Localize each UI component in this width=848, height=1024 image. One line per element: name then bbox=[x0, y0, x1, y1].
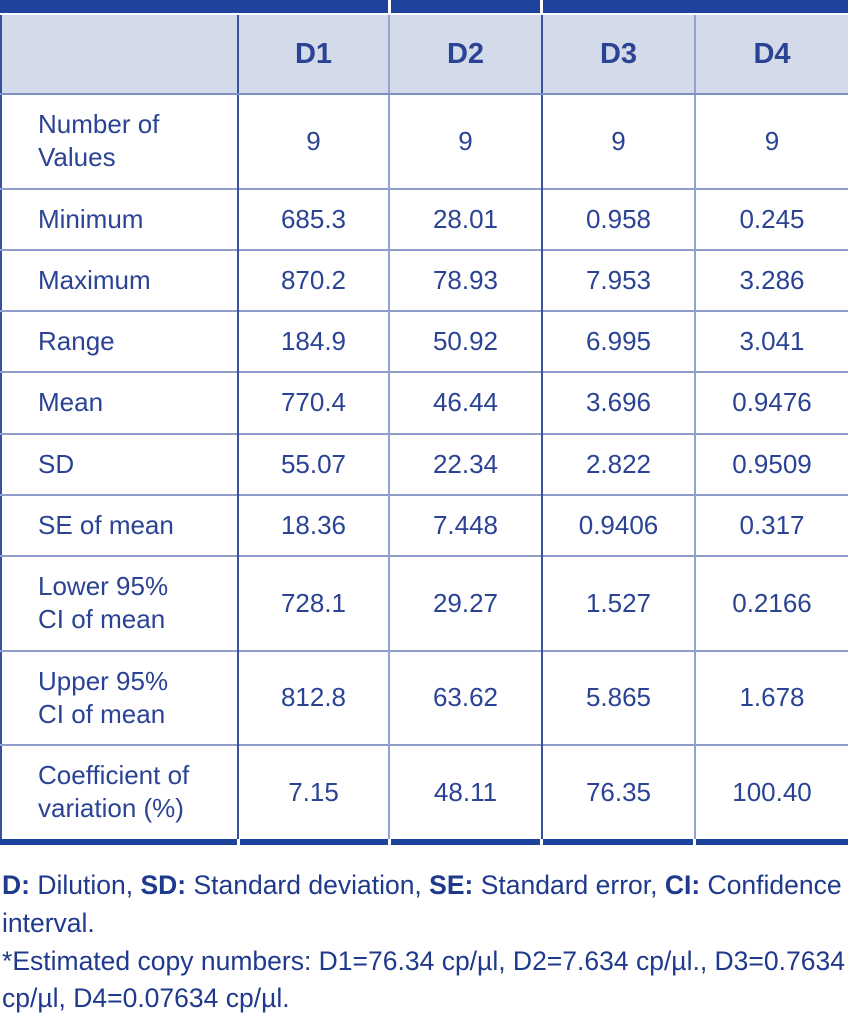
table-row: Range 184.9 50.92 6.995 3.041 bbox=[1, 310, 848, 373]
cell-value: 78.93 bbox=[388, 248, 542, 312]
table-header-row: D1 D2 D3 D4 bbox=[1, 15, 848, 95]
abbreviation-key: D: bbox=[2, 869, 30, 900]
table-row: Mean 770.4 46.44 3.696 0.9476 bbox=[1, 371, 848, 434]
row-label: Maximum bbox=[1, 248, 238, 312]
table-row: Maximum 870.2 78.93 7.953 3.286 bbox=[1, 248, 848, 312]
table-bottom-border bbox=[0, 838, 848, 845]
cell-value: 685.3 bbox=[237, 187, 389, 250]
top-border-gap bbox=[388, 0, 391, 13]
cell-value: 50.92 bbox=[388, 310, 542, 373]
cell-value: 0.9406 bbox=[541, 493, 695, 557]
row-label: SE of mean bbox=[1, 493, 238, 557]
cell-value: 7.953 bbox=[541, 248, 695, 312]
statistics-table: D1 D2 D3 D4 Number of Values 9 9 9 9 Minimum 685.… bbox=[0, 15, 848, 839]
cell-value: 46.44 bbox=[388, 371, 542, 434]
cell-value: 0.317 bbox=[694, 493, 848, 557]
cell-value: 870.2 bbox=[237, 248, 389, 312]
table-top-border bbox=[0, 0, 848, 13]
cell-value: 76.35 bbox=[541, 744, 695, 839]
table-row: Lower 95% CI of mean 728.1 29.27 1.527 0.216… bbox=[1, 555, 848, 651]
column-header-D4: D4 bbox=[694, 15, 848, 95]
cell-value: 7.15 bbox=[237, 744, 389, 839]
cell-value: 48.11 bbox=[388, 744, 542, 839]
cell-value: 6.995 bbox=[541, 310, 695, 373]
column-header-D1: D1 bbox=[237, 15, 389, 95]
cell-value: 2.822 bbox=[541, 432, 695, 495]
corner-cell bbox=[1, 15, 238, 95]
table-row: Minimum 685.3 28.01 0.958 0.245 bbox=[1, 187, 848, 250]
cell-value: 184.9 bbox=[237, 310, 389, 373]
cell-value: 0.2166 bbox=[694, 555, 848, 651]
cell-value: 770.4 bbox=[237, 371, 389, 434]
cell-value: 55.07 bbox=[237, 432, 389, 495]
cell-value: 3.696 bbox=[541, 371, 695, 434]
table-row: SE of mean 18.36 7.448 0.9406 0.317 bbox=[1, 493, 848, 557]
abbreviation-text: Standard error, bbox=[473, 869, 665, 900]
cell-value: 0.9509 bbox=[694, 432, 848, 495]
cell-value: 3.286 bbox=[694, 248, 848, 312]
bottom-border-gap bbox=[693, 838, 696, 845]
table-row: Number of Values 9 9 9 9 bbox=[1, 94, 848, 189]
cell-value: 1.678 bbox=[694, 649, 848, 746]
cell-value: 28.01 bbox=[388, 187, 542, 250]
cell-value: 9 bbox=[388, 94, 542, 189]
cell-value: 812.8 bbox=[237, 649, 389, 746]
column-header-D2: D2 bbox=[388, 15, 542, 95]
row-label: SD bbox=[1, 432, 238, 495]
cell-value: 100.40 bbox=[694, 744, 848, 839]
column-header-D3: D3 bbox=[541, 15, 695, 95]
cell-value: 0.958 bbox=[541, 187, 695, 250]
cell-value: 7.448 bbox=[388, 493, 542, 557]
table-row: Coefficient of variation (%) 7.15 48.11 76.… bbox=[1, 744, 848, 839]
abbreviation-key: CI: bbox=[664, 869, 701, 900]
bottom-border-gap bbox=[388, 838, 391, 845]
abbreviation-text: Dilution, bbox=[29, 869, 141, 900]
cell-value: 0.9476 bbox=[694, 371, 848, 434]
cell-value: 1.527 bbox=[541, 555, 695, 651]
table-footnotes: D: Dilution, SD: Standard deviation, SE:… bbox=[0, 867, 848, 1019]
footnote-abbreviations: D: Dilution, SD: Standard deviation, SE:… bbox=[2, 867, 846, 943]
table-row: Upper 95% CI of mean 812.8 63.62 5.865 1.678 bbox=[1, 649, 848, 746]
abbreviation-text: Confidence interval. bbox=[2, 869, 842, 938]
cell-value: 63.62 bbox=[388, 649, 542, 746]
cell-value: 3.041 bbox=[694, 310, 848, 373]
cell-value: 9 bbox=[237, 94, 389, 189]
top-border-gap bbox=[540, 0, 543, 13]
cell-value: 29.27 bbox=[388, 555, 542, 651]
row-label: Minimum bbox=[1, 187, 238, 250]
row-label: Coefficient of variation (%) bbox=[1, 744, 238, 839]
abbreviation-key: SE: bbox=[429, 869, 474, 900]
row-label: Number of Values bbox=[1, 94, 238, 189]
abbreviation-text: Standard deviation, bbox=[186, 869, 430, 900]
cell-value: 9 bbox=[541, 94, 695, 189]
bottom-border-gap bbox=[237, 838, 240, 845]
cell-value: 22.34 bbox=[388, 432, 542, 495]
row-label: Range bbox=[1, 310, 238, 373]
row-label: Upper 95% CI of mean bbox=[1, 649, 238, 746]
cell-value: 0.245 bbox=[694, 187, 848, 250]
cell-value: 18.36 bbox=[237, 493, 389, 557]
cell-value: 9 bbox=[694, 94, 848, 189]
abbreviation-key: SD: bbox=[140, 869, 187, 900]
row-label: Lower 95% CI of mean bbox=[1, 555, 238, 651]
row-label: Mean bbox=[1, 371, 238, 434]
table-row: SD 55.07 22.34 2.822 0.9509 bbox=[1, 432, 848, 495]
footnote-estimated-copy-numbers: *Estimated copy numbers: D1=76.34 cp/µl,… bbox=[2, 945, 845, 1014]
cell-value: 728.1 bbox=[237, 555, 389, 651]
cell-value: 5.865 bbox=[541, 649, 695, 746]
bottom-border-gap bbox=[540, 838, 543, 845]
